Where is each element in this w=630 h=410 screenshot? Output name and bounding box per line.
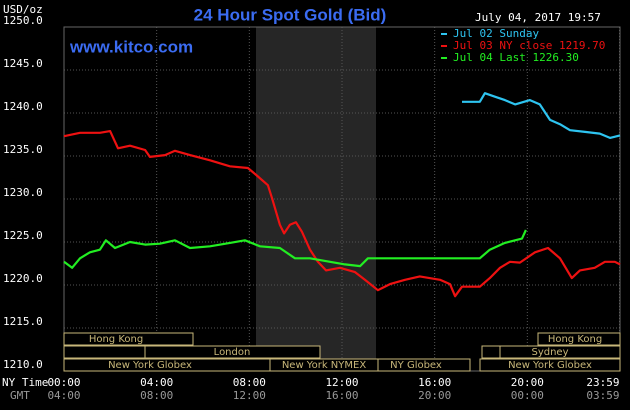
session-box — [537, 332, 621, 346]
x2-tick-label: 20:00 — [418, 389, 451, 402]
session-label: Sydney — [531, 347, 568, 358]
x-tick-label: 16:00 — [418, 376, 451, 389]
session-label: Hong Kong — [89, 334, 143, 345]
session-box — [144, 345, 321, 359]
x-tick-label: 23:59 — [586, 376, 619, 389]
y-tick-label: 1250.0 — [3, 14, 43, 27]
x-axis-label: NY Time — [2, 376, 48, 389]
x2-tick-label: 16:00 — [325, 389, 358, 402]
session-box — [479, 358, 621, 372]
y-tick-label: 1235.0 — [3, 143, 43, 156]
series-line — [63, 130, 621, 298]
y-tick-label: 1225.0 — [3, 229, 43, 242]
y-tick-label: 1240.0 — [3, 100, 43, 113]
x2-tick-label: 03:59 — [586, 389, 619, 402]
y-tick-label: 1215.0 — [3, 315, 43, 328]
x-tick-label: 20:00 — [511, 376, 544, 389]
session-box — [377, 358, 471, 372]
session-label: New York Globex — [508, 360, 592, 371]
x2-tick-label: 00:00 — [511, 389, 544, 402]
timestamp: July 04, 2017 19:57 — [475, 11, 601, 24]
session-box — [499, 345, 621, 359]
y-tick-label: 1245.0 — [3, 57, 43, 70]
y-tick-label: 1210.0 — [3, 358, 43, 371]
session-label: New York NYMEX — [282, 360, 367, 371]
series-line — [63, 229, 527, 269]
series-lines — [63, 92, 621, 298]
y-tick-label: 1220.0 — [3, 272, 43, 285]
x-tick-label: 12:00 — [325, 376, 358, 389]
x-tick-label: 00:00 — [47, 376, 80, 389]
session-box — [481, 345, 501, 359]
x-tick-label: 08:00 — [233, 376, 266, 389]
x-tick-label: 04:00 — [140, 376, 173, 389]
market-sessions: Hong Kong London New York Globex New Yor… — [63, 332, 621, 372]
legend-label: Jul 04 Last 1226.30 — [453, 51, 579, 64]
x2-tick-label: 04:00 — [47, 389, 80, 402]
y-axis-label: USD/oz — [3, 3, 43, 16]
session-box — [63, 332, 194, 346]
session-box — [63, 345, 146, 359]
chart-title: 24 Hour Spot Gold (Bid) — [194, 5, 387, 24]
x2-tick-label: 12:00 — [233, 389, 266, 402]
session-label: New York Globex — [108, 360, 192, 371]
x2-tick-label: 08:00 — [140, 389, 173, 402]
x2-axis-label: GMT — [10, 389, 30, 402]
website: www.kitco.com — [69, 37, 193, 56]
legend-label: Jul 02 Sunday — [453, 27, 539, 40]
y-tick-label: 1230.0 — [3, 186, 43, 199]
session-label: Hong Kong — [548, 334, 602, 345]
legend-label: Jul 03 NY close 1219.70 — [453, 39, 605, 52]
session-label: NY Globex — [390, 360, 442, 371]
series-line — [462, 92, 621, 139]
session-label: London — [214, 347, 251, 358]
